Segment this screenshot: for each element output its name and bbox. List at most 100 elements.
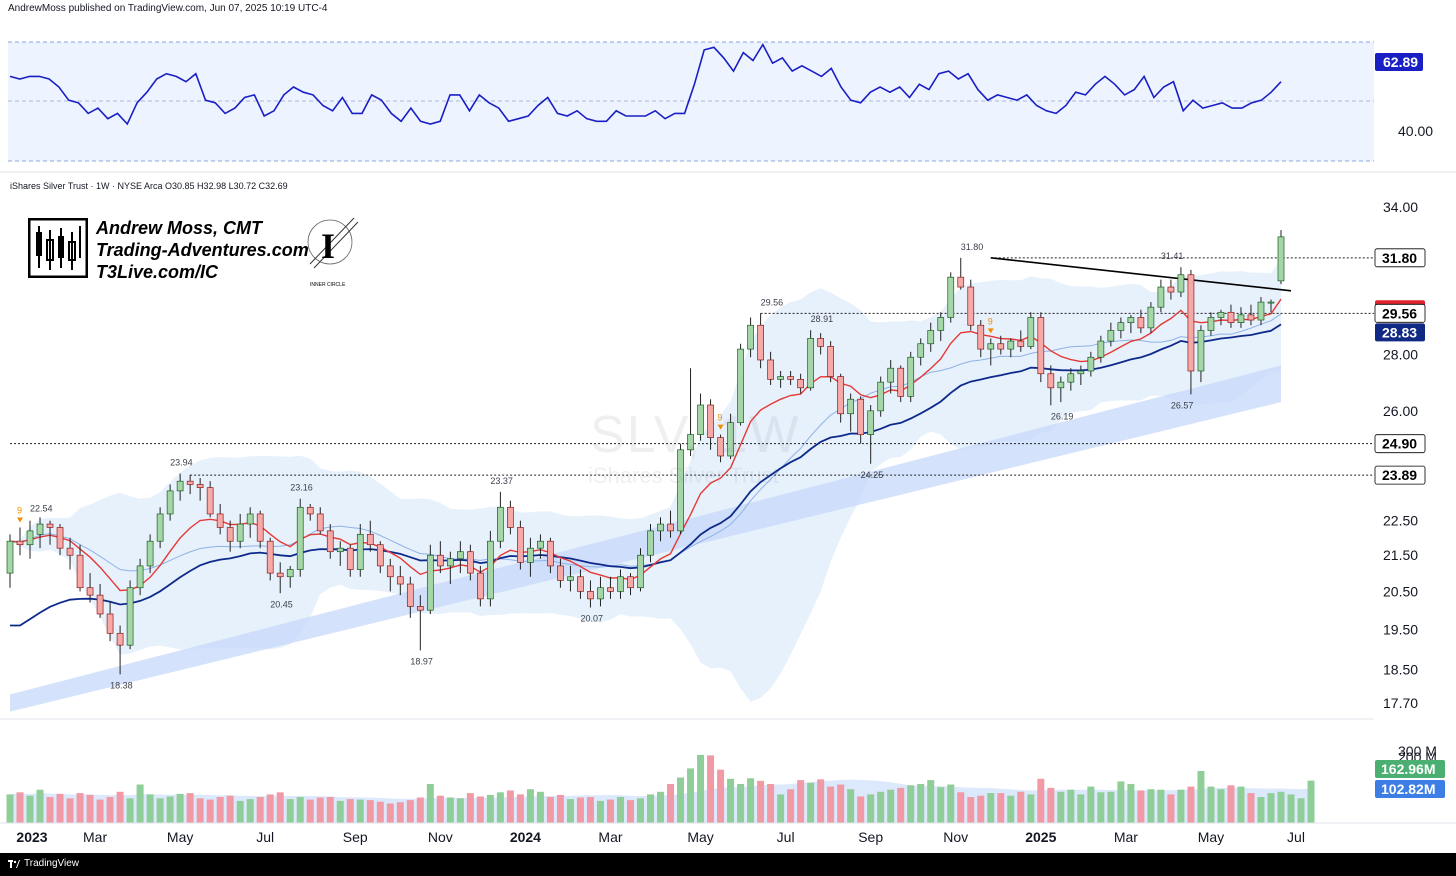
candle-body bbox=[26, 530, 34, 546]
candle-body bbox=[136, 565, 144, 589]
price-point-label: 23.16 bbox=[290, 483, 313, 493]
candle-body bbox=[116, 632, 124, 646]
candle-body bbox=[917, 343, 925, 358]
price-point-label: 24.25 bbox=[861, 470, 884, 480]
candle-body bbox=[557, 565, 564, 581]
volume-bar bbox=[536, 791, 544, 823]
candle bbox=[1237, 307, 1245, 328]
candle-body bbox=[937, 317, 945, 331]
candle-body bbox=[1147, 306, 1155, 329]
candle-body bbox=[1107, 330, 1115, 342]
tradingview-logo-icon bbox=[8, 860, 20, 868]
candle-body bbox=[316, 513, 324, 532]
candle bbox=[1177, 267, 1185, 298]
candle-body bbox=[306, 506, 314, 515]
candle bbox=[1187, 269, 1195, 395]
candle bbox=[897, 365, 905, 403]
volume-bar bbox=[787, 789, 795, 823]
time-axis-year-label: 2025 bbox=[1025, 829, 1056, 845]
volume-bar bbox=[186, 793, 194, 823]
watermark-symbol: SLV, 1W bbox=[590, 406, 801, 464]
volume-bar bbox=[837, 784, 845, 823]
candle-body bbox=[1057, 381, 1065, 389]
candle bbox=[997, 335, 1005, 355]
candle-body bbox=[527, 547, 534, 563]
count-marker-arrow bbox=[17, 517, 24, 523]
volume-bar bbox=[647, 794, 655, 823]
candle-body bbox=[296, 506, 304, 570]
candle bbox=[767, 351, 774, 385]
candle bbox=[517, 520, 524, 570]
volume-bar bbox=[196, 798, 204, 823]
candle bbox=[587, 580, 594, 608]
candle bbox=[827, 341, 834, 383]
candle bbox=[727, 413, 734, 460]
candle bbox=[687, 368, 694, 456]
volume-bar bbox=[1167, 794, 1175, 823]
volume-bar bbox=[406, 800, 414, 823]
candle bbox=[1207, 312, 1215, 336]
volume-bar bbox=[596, 800, 604, 823]
candle bbox=[66, 537, 74, 570]
candle bbox=[116, 625, 124, 675]
candle-body bbox=[487, 540, 494, 600]
candle-body bbox=[1007, 340, 1015, 350]
volume-bar bbox=[667, 784, 675, 823]
volume-bar bbox=[566, 799, 574, 823]
candle-body bbox=[717, 437, 724, 457]
candle bbox=[807, 330, 814, 391]
volume-bar bbox=[636, 798, 644, 823]
price-box-label: 24.90 bbox=[1382, 436, 1417, 452]
candle-body bbox=[366, 533, 374, 546]
candle bbox=[246, 507, 254, 538]
volume-bar bbox=[616, 797, 624, 823]
time-axis-month-label: Jul bbox=[777, 829, 795, 845]
candle bbox=[1167, 279, 1175, 300]
candle-body bbox=[66, 547, 74, 556]
candle-body bbox=[1157, 286, 1165, 308]
candle-body bbox=[6, 540, 14, 574]
candle bbox=[376, 541, 384, 574]
candle-body bbox=[757, 324, 764, 361]
rsi-tick-label: 40.00 bbox=[1398, 123, 1433, 139]
candle-body bbox=[1277, 236, 1285, 282]
candle-body bbox=[517, 527, 524, 563]
volume-bar bbox=[156, 798, 164, 823]
price-box-bg bbox=[1374, 434, 1426, 454]
time-axis-month-label: May bbox=[167, 829, 193, 845]
volume-bar bbox=[747, 778, 755, 823]
volume-bar bbox=[977, 795, 985, 823]
time-axis-month-label: Nov bbox=[943, 829, 968, 845]
volume-bar bbox=[687, 768, 695, 823]
volume-bar bbox=[967, 797, 975, 823]
volume-bar bbox=[86, 794, 94, 823]
candle bbox=[957, 257, 965, 290]
candle bbox=[416, 595, 424, 651]
rsi-value-box bbox=[1375, 53, 1423, 71]
volume-bar bbox=[526, 789, 534, 823]
volume-bar bbox=[366, 800, 374, 823]
candle bbox=[146, 534, 154, 574]
time-axis-month-label: Mar bbox=[1114, 829, 1138, 845]
candle bbox=[737, 343, 744, 426]
volume-bar bbox=[797, 780, 805, 823]
time-axis-month-label: May bbox=[1198, 829, 1224, 845]
price-axis-ticks: 34.00 28.00 26.00 22.50 21.50 20.50 19.50 18.50… bbox=[1383, 199, 1418, 711]
candle-body bbox=[266, 540, 274, 574]
time-axis-month-label: Jul bbox=[1287, 829, 1305, 845]
volume-bar bbox=[56, 793, 64, 823]
volume-bar bbox=[296, 797, 304, 823]
candle-body bbox=[226, 527, 234, 542]
price-tick-label: 21.50 bbox=[1383, 547, 1418, 563]
volume-bar bbox=[677, 777, 685, 823]
volume-bar bbox=[887, 789, 895, 823]
volume-bar bbox=[326, 797, 334, 823]
price-box-label: 23.89 bbox=[1382, 467, 1417, 483]
candle bbox=[627, 573, 634, 596]
volume-bars bbox=[6, 754, 1315, 823]
price-tick-label: 19.50 bbox=[1383, 621, 1418, 637]
volume-value-label: 162.96M bbox=[1381, 761, 1435, 777]
price-box: 28.83 bbox=[1375, 323, 1425, 342]
volume-bar bbox=[336, 800, 344, 823]
